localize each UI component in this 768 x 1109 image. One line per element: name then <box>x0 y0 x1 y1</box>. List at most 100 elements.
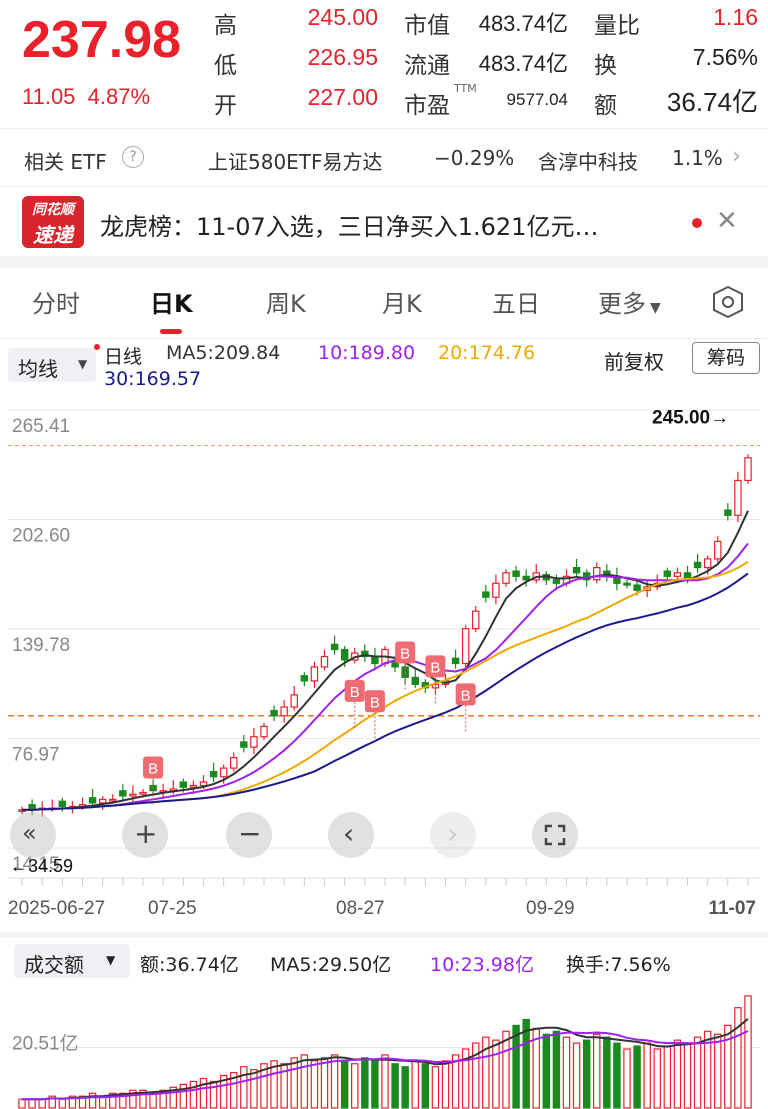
volume-bar-up <box>290 1057 298 1109</box>
volume-bar-down <box>603 1036 611 1109</box>
settings-hexagon-icon[interactable] <box>710 284 746 320</box>
ma30-readout: 30:169.57 <box>104 368 202 390</box>
volume-bar-down <box>340 1060 349 1109</box>
volume-bar-down <box>613 1042 621 1109</box>
x-tick-label: 07-25 <box>148 898 197 919</box>
logo-line1: 同花顺 <box>32 202 74 218</box>
last-price: 237.98 <box>22 11 182 69</box>
double-left-icon[interactable]: « <box>10 812 56 858</box>
kline-chart[interactable]: 265.41202.60139.7876.9714.15BBBBBB245.00… <box>0 392 768 932</box>
turnover-value: 7.56% <box>692 44 758 70</box>
buy-marker-label: B <box>461 687 471 704</box>
next-icon[interactable]: › <box>430 812 476 858</box>
volume-bar-up <box>461 1048 470 1109</box>
unread-dot-icon <box>692 218 702 228</box>
volume-amount-readout: 额:36.74亿 <box>140 954 239 976</box>
volume-bar-up <box>502 1030 510 1109</box>
volume-bar-down <box>582 1039 591 1109</box>
volume-bar-down <box>421 1063 430 1109</box>
buy-marker <box>143 756 164 779</box>
question-circle-icon[interactable]: ? <box>122 146 144 168</box>
volume-indicator-dropdown[interactable]: 成交额 ▼ <box>14 944 130 978</box>
zoom-out-icon[interactable]: − <box>226 812 272 858</box>
volume-bar-up <box>330 1054 339 1109</box>
candle-down <box>58 800 67 808</box>
volume-chart[interactable]: 20.51亿 <box>0 980 768 1109</box>
volume-bar-down <box>633 1045 641 1109</box>
candle-down <box>522 575 530 581</box>
candle-down <box>391 661 399 668</box>
y-tick-label: 76.97 <box>12 744 60 765</box>
volume-bar-down <box>371 1060 379 1109</box>
pe-value: 9577.04 <box>506 90 568 109</box>
etf-item2-name[interactable]: 含淳中科技 <box>538 150 638 174</box>
volume-bar-down <box>542 1033 551 1109</box>
low-label: 低 <box>214 53 237 79</box>
ma5-readout: MA5:209.84 <box>166 342 281 364</box>
y-tick-label: 139.78 <box>12 635 70 656</box>
volume-bar-up <box>88 1092 97 1109</box>
candle-up <box>714 540 722 560</box>
tab-more[interactable]: 更多 ▼ <box>598 284 661 319</box>
volume-bar-up <box>320 1057 329 1109</box>
prev-icon[interactable]: ‹ <box>328 812 374 858</box>
adjust-mode-button[interactable]: 前复权 <box>604 350 664 374</box>
volume-bar-up <box>593 1033 601 1109</box>
volume-bar-down <box>512 1024 520 1109</box>
candle-down <box>371 655 379 665</box>
tab-five-day[interactable]: 五日 <box>492 290 540 318</box>
buy-marker <box>344 679 365 702</box>
news-headline[interactable]: 龙虎榜：11-07入选，三日净买入1.621亿元… <box>100 213 599 241</box>
tab-intraday[interactable]: 分时 <box>32 290 80 318</box>
related-etf-row[interactable]: 相关 ETF ? 上证580ETF易方达 −0.29% 含淳中科技 1.1% › <box>0 130 768 186</box>
buy-marker <box>425 655 446 678</box>
volume-bar-down <box>401 1066 409 1109</box>
logo-line2: 速递 <box>33 223 73 247</box>
y-tick-label: 202.60 <box>12 525 70 546</box>
chevron-right-icon[interactable]: › <box>732 144 741 169</box>
chips-button[interactable]: 筹码 <box>692 342 760 374</box>
fullscreen-icon[interactable] <box>532 812 578 858</box>
volume-bar-up <box>179 1083 188 1109</box>
volume-bar-up <box>189 1080 198 1109</box>
high-label: 高 <box>214 13 237 39</box>
min-price-marker: ←34.59 <box>10 856 73 876</box>
divider <box>0 128 768 129</box>
etf-item1-name[interactable]: 上证580ETF易方达 <box>208 150 383 174</box>
candle-up <box>139 791 147 795</box>
volume-bar-up <box>68 1095 77 1109</box>
divider <box>0 338 768 339</box>
volume-bar-up <box>219 1074 228 1109</box>
volume-bar-up <box>240 1066 248 1109</box>
candle-up <box>310 666 319 682</box>
zoom-in-icon[interactable]: + <box>122 812 168 858</box>
ma10-line <box>22 542 749 811</box>
tab-daily-k[interactable]: 日K <box>150 290 193 318</box>
volume-bar-up <box>482 1036 490 1109</box>
candle-down <box>451 657 460 665</box>
volume-bar-up <box>411 1060 419 1109</box>
x-tick-label: 09-29 <box>526 898 575 919</box>
active-tab-indicator <box>160 329 182 334</box>
volume-bar-up <box>230 1071 238 1109</box>
section-gap <box>0 256 768 268</box>
volume-bar-up <box>643 1042 651 1109</box>
ma-dropdown[interactable]: 均线 ▼ <box>8 348 96 382</box>
candle-down <box>361 650 369 658</box>
candle-up <box>109 798 117 802</box>
candle-down <box>623 582 631 586</box>
tab-weekly-k[interactable]: 周K <box>266 290 306 318</box>
volume-ma5-readout: MA5:29.50亿 <box>270 954 392 976</box>
volume-bar-down <box>522 1018 530 1109</box>
candle-down <box>572 567 581 574</box>
close-icon[interactable]: ✕ <box>716 206 738 236</box>
candle-up <box>502 572 510 584</box>
x-tick-label: 11-07 <box>708 898 756 919</box>
candle-down <box>512 570 520 577</box>
volume-bar-up <box>572 1042 581 1109</box>
volume-bar-down <box>552 1030 561 1109</box>
volume-bar-up <box>129 1089 137 1109</box>
volume-ma10-readout: 10:23.98亿 <box>430 954 534 976</box>
period-label: 日线 <box>104 346 143 368</box>
tab-monthly-k[interactable]: 月K <box>382 290 422 318</box>
